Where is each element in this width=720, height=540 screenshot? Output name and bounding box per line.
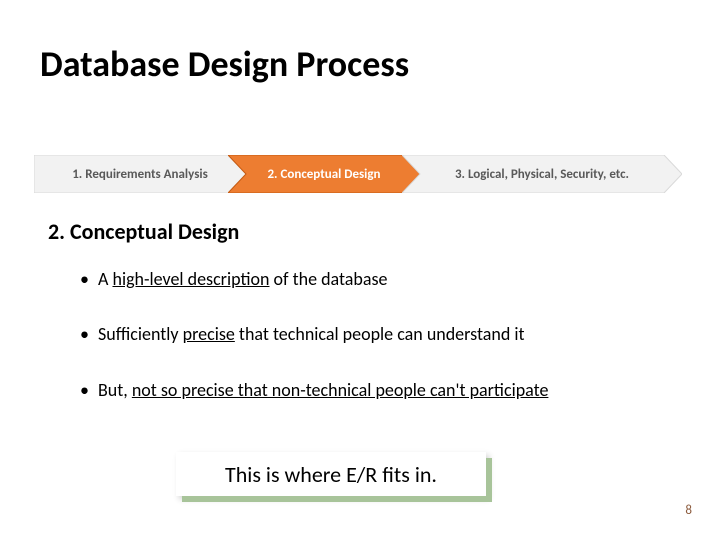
chevron-label-2: 2. Conceptual Design — [267, 167, 380, 182]
list-item: But, not so precise that non-technical p… — [80, 379, 680, 402]
process-chevron-row: 1. Requirements Analysis 2. Conceptual D… — [34, 155, 686, 193]
callout-box: This is where E/R fits in. — [176, 452, 486, 496]
chevron-label-3: 3. Logical, Physical, Security, etc. — [455, 167, 629, 182]
bullet-post: of the database — [269, 268, 387, 290]
chevron-step-3: 3. Logical, Physical, Security, etc. — [402, 155, 682, 193]
callout-text: This is where E/R fits in. — [225, 461, 437, 488]
chevron-label-1: 1. Requirements Analysis — [72, 167, 208, 182]
page-number: 8 — [685, 503, 692, 518]
chevron-step-1: 1. Requirements Analysis — [34, 155, 246, 193]
page-title: Database Design Process — [40, 42, 409, 86]
chevron-step-2: 2. Conceptual Design — [228, 155, 420, 193]
bullet-post: that technical people can understand it — [235, 323, 525, 345]
bullet-list: A high-level description of the database… — [80, 268, 680, 434]
bullet-underline: high-level description — [112, 268, 269, 290]
bullet-underline: precise — [183, 323, 235, 345]
bullet-pre: Sufficiently — [98, 323, 183, 345]
bullet-pre: But, — [98, 379, 132, 401]
section-heading: 2. Conceptual Design — [48, 218, 239, 245]
list-item: Sufficiently precise that technical peop… — [80, 323, 680, 346]
bullet-underline: not so precise that non-technical people… — [132, 379, 549, 401]
list-item: A high-level description of the database — [80, 268, 680, 291]
bullet-pre: A — [98, 268, 112, 290]
